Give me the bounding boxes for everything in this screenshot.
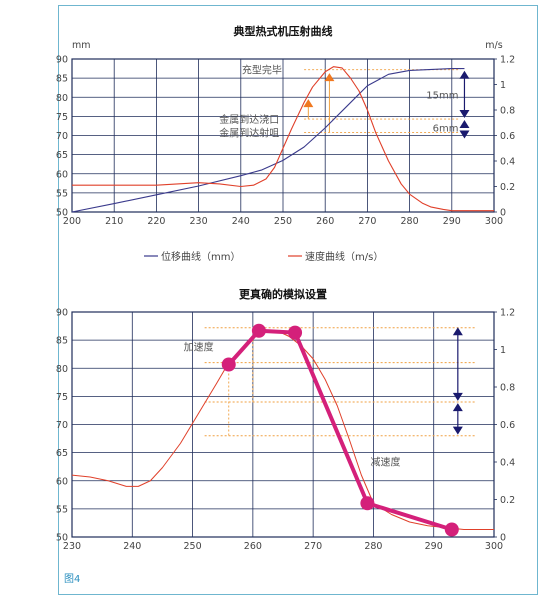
chart1-ytick-right-label: 0.8 (500, 106, 515, 117)
chart1-ytick-left-label: 90 (56, 55, 68, 66)
chart2-simulation-point (360, 496, 375, 511)
chart1-series-displacement (71, 68, 465, 213)
chart2-annotation-deceleration: 减速度 (370, 456, 400, 469)
chart2-ytick-left-label: 80 (56, 364, 68, 375)
chart2-simulation-point (288, 325, 303, 340)
chart1-xtick-label: 290 (443, 216, 461, 227)
chart1-title: 典型热式机压射曲线 (234, 24, 333, 38)
chart2-ytick-right-label: 0.4 (500, 458, 515, 469)
chart1-xtick-label: 210 (105, 216, 123, 227)
chart1-6mm-arrow-head (459, 120, 470, 129)
chart2-ytick-left-label: 65 (56, 448, 68, 459)
chart1-xtick-label: 260 (316, 216, 334, 227)
figure-label: 图4 (64, 574, 81, 585)
chart2-xtick-label: 250 (184, 541, 202, 552)
chart1-xtick-label: 200 (63, 216, 81, 227)
chart1-ytick-left-label: 80 (56, 93, 68, 104)
chart2-ytick-right-label: 1 (500, 345, 506, 356)
chart1-xtick-label: 250 (274, 216, 292, 227)
chart2-series-velocity-curve (71, 330, 494, 530)
chart1-ytick-right-label: 0 (500, 208, 506, 219)
chart2-xtick-label: 260 (244, 541, 262, 552)
chart2-arrow-head (452, 392, 463, 401)
chart2-ytick-right-label: 0.2 (500, 495, 515, 506)
chart1-annotation-6mm: 6mm (433, 124, 459, 135)
chart2-ytick-left-label: 85 (56, 336, 68, 347)
chart2-ytick-right-label: 1.2 (500, 308, 515, 319)
chart2-title: 更真确的模拟设置 (239, 287, 327, 301)
figure-frame (58, 5, 538, 595)
chart2-simulation-point (444, 522, 459, 537)
chart2-arrow-head (452, 327, 463, 336)
chart2-ytick-left-label: 75 (56, 392, 68, 403)
chart2-ytick-left-label: 50 (56, 533, 68, 544)
chart1-ytick-left-label: 70 (56, 131, 68, 142)
chart1-xtick-label: 220 (147, 216, 165, 227)
chart2-ytick-left-label: 60 (56, 476, 68, 487)
chart1-ylabel-right: m/s (485, 40, 502, 51)
chart1-orange-arrow-head (303, 99, 314, 108)
chart1-ytick-left-label: 75 (56, 112, 68, 123)
chart1-ytick-left-label: 85 (56, 74, 68, 85)
chart2-simulation-point (251, 323, 266, 338)
chart2-ytick-right-label: 0.6 (500, 420, 515, 431)
chart1-annotation-fill-complete: 充型完毕 (242, 64, 282, 77)
chart1-ytick-right-label: 0.2 (500, 182, 515, 193)
chart1-ytick-left-label: 65 (56, 150, 68, 161)
chart2-ytick-left-label: 55 (56, 504, 68, 515)
chart2-xtick-label: 240 (123, 541, 141, 552)
chart1-plot-border (71, 58, 495, 213)
chart1-annotation-metal-at-gate: 金属到达浇口 (219, 113, 279, 126)
chart1-series-velocity (72, 66, 494, 212)
chart2-xtick-label: 300 (485, 541, 503, 552)
chart1-xtick-label: 230 (190, 216, 208, 227)
chart1-ytick-left-label: 50 (56, 208, 68, 219)
chart2-xtick-label: 270 (304, 541, 322, 552)
chart1-xtick-label: 270 (358, 216, 376, 227)
chart2-xtick-label: 230 (63, 541, 81, 552)
chart2-series-simulation (227, 328, 453, 532)
chart2-ytick-left-label: 90 (56, 308, 68, 319)
chart2-ytick-left-label: 70 (56, 420, 68, 431)
chart1-ytick-left-label: 55 (56, 188, 68, 199)
chart2-arrow-head (452, 426, 463, 435)
chart1-annotation-15mm: 15mm (426, 90, 458, 101)
chart2-annotation-acceleration: 加速度 (184, 340, 214, 353)
chart1-ytick-right-label: 1.2 (500, 55, 515, 66)
chart1-ytick-right-label: 0.4 (500, 157, 515, 168)
chart2-xtick-label: 290 (425, 541, 443, 552)
chart2-ytick-right-label: 0.8 (500, 383, 515, 394)
chart1-xtick-label: 240 (232, 216, 250, 227)
chart1-xtick-label: 280 (401, 216, 419, 227)
chart1-legend-displacement: 位移曲线（mm） (161, 250, 240, 263)
chart2-plot-border (71, 311, 495, 538)
chart1-xtick-label: 300 (485, 216, 503, 227)
chart2-xtick-label: 280 (364, 541, 382, 552)
chart1-6mm-arrow-head (459, 130, 470, 139)
chart1-ytick-left-label: 60 (56, 169, 68, 180)
chart1-annotation-metal-at-nozzle: 金属到达射咀 (219, 126, 279, 139)
chart2-arrow-head (452, 403, 463, 412)
chart1-legend-velocity: 速度曲线（m/s） (305, 250, 383, 263)
chart1-15mm-arrow-head (459, 110, 470, 119)
chart1-ytick-right-label: 0.6 (500, 131, 515, 142)
chart2-simulation-point (221, 357, 236, 372)
chart1-ytick-right-label: 1 (500, 80, 506, 91)
chart1-orange-arrow-head (324, 73, 335, 82)
chart2-ytick-right-label: 0 (500, 533, 506, 544)
chart1-15mm-arrow-head (459, 70, 470, 79)
chart1-ylabel-left: mm (72, 40, 91, 51)
